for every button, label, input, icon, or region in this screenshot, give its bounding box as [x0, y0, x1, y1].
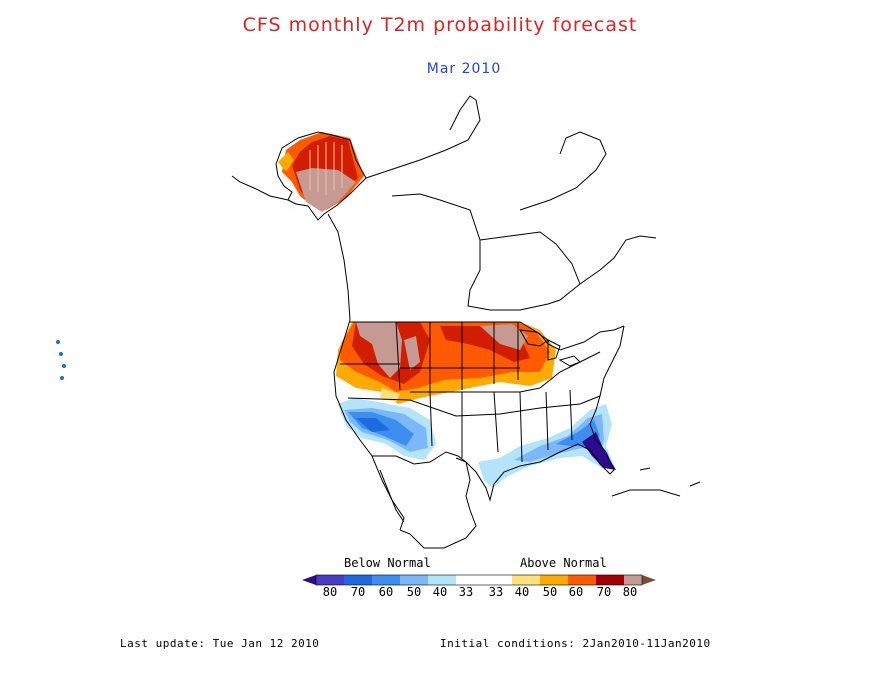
legend-tick: 50 — [543, 585, 557, 599]
alaska-shading — [278, 132, 364, 212]
map-subtitle: Mar 2010 — [426, 61, 502, 77]
southeast-cold-anomaly — [478, 404, 616, 488]
map-boundaries — [231, 95, 701, 549]
legend-swatch-11 — [624, 575, 642, 585]
legend-tick: 50 — [407, 585, 421, 599]
legend-tick: 80 — [623, 585, 637, 599]
legend-tick: 70 — [351, 585, 365, 599]
legend-tick: 40 — [515, 585, 529, 599]
legend-below-normal-label: Below Normal — [344, 556, 431, 570]
legend-swatch-10 — [596, 575, 624, 585]
legend-tick: 33 — [459, 585, 473, 599]
legend-tick: 80 — [323, 585, 337, 599]
last-update-text: Last update: Tue Jan 12 2010 — [120, 637, 320, 650]
hawaii-islands — [56, 340, 66, 380]
legend-swatch-5 — [428, 575, 456, 585]
initial-conditions-text: Initial conditions: 2Jan2010-11Jan2010 — [440, 637, 711, 650]
legend-swatch-9 — [568, 575, 596, 585]
legend-tick: 60 — [569, 585, 583, 599]
legend-swatch-6 — [456, 575, 512, 585]
legend-swatch-4 — [400, 575, 428, 585]
legend-swatch-3 — [372, 575, 400, 585]
legend-swatch-2 — [344, 575, 372, 585]
legend-colorbar — [302, 574, 656, 586]
legend-tick: 60 — [379, 585, 393, 599]
legend-swatch-1 — [316, 575, 344, 585]
legend-cap-right — [642, 575, 656, 585]
southwest-cold-anomaly — [338, 398, 436, 460]
legend-cap-left — [302, 575, 316, 585]
legend-tick: 70 — [597, 585, 611, 599]
legend-swatch-8 — [540, 575, 568, 585]
legend-swatch-7 — [512, 575, 540, 585]
legend-ticks: 80 70 60 50 40 33 33 40 50 60 70 80 — [323, 585, 637, 599]
legend-tick: 33 — [489, 585, 503, 599]
warm-anomaly-band — [336, 322, 556, 404]
map-title: CFS monthly T2m probability forecast — [242, 14, 638, 36]
legend-tick: 40 — [433, 585, 447, 599]
legend-above-normal-label: Above Normal — [520, 556, 607, 570]
